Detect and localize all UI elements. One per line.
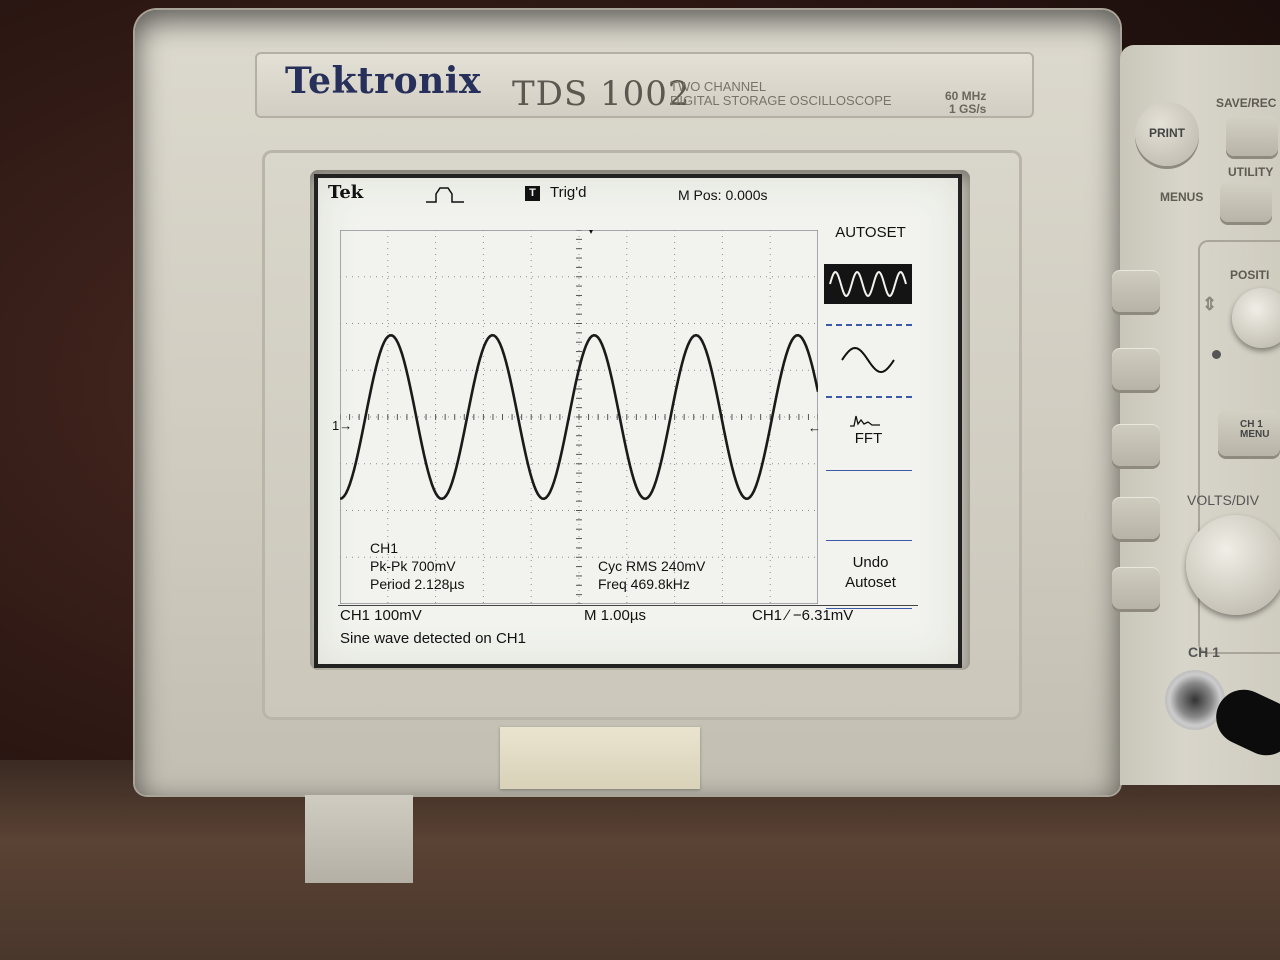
print-label: PRINT [1149,126,1185,140]
utility-label: UTILITY [1228,165,1274,179]
print-button[interactable]: PRINT [1135,102,1199,166]
undo-label-line2: Autoset [845,574,896,591]
menu-button-3[interactable] [1112,424,1160,466]
save-recall-button[interactable] [1226,116,1278,156]
fft-option[interactable]: FFT [824,412,912,458]
m-pos-readout: M Pos: 0.000s [678,187,768,203]
brand-logo: Tektronix [285,60,481,102]
trigger-icon: T [525,186,540,201]
menu-button-1[interactable] [1112,270,1160,312]
menu-button-5[interactable] [1112,567,1160,609]
status-divider [338,605,918,606]
spec-sample-rate: 1 GS/s [948,102,987,116]
fft-spectrum-icon [850,415,880,427]
volts-div-label: VOLTS/DIV [1187,492,1260,508]
volts-div-knob[interactable] [1186,515,1280,615]
acquisition-pulse-icon [426,187,464,203]
menu-separator [826,324,912,326]
menu-button-4[interactable] [1112,497,1160,539]
autoset-menu: AUTOSET FFT Undo Autoset [818,222,923,617]
freq-measurement: Freq 469.8kHz [598,576,690,592]
pk-pk-measurement: Pk-Pk 700mV [370,558,456,574]
position-knob[interactable] [1232,288,1280,348]
menus-label: MENUS [1160,190,1204,204]
menu-separator [826,396,912,398]
cyc-rms-measurement: Cyc RMS 240mV [598,558,706,574]
spec-bandwidth: 60 MHz [945,89,987,103]
model-number: TDS 1002 [512,74,691,114]
ch1-menu-label: CH 1 MENU [1240,420,1269,440]
ch1-marker-label: 1 [332,418,340,433]
utility-button[interactable] [1220,182,1272,222]
ch1-menu-button[interactable]: CH 1 MENU [1218,410,1280,456]
menu-button-2[interactable] [1112,348,1160,390]
position-label: POSITI [1230,268,1270,282]
undo-label-line1: Undo [852,554,889,571]
vertical-section-frame [1198,240,1280,654]
measure-channel: CH1 [370,540,399,556]
brand-strip [255,52,1034,118]
tek-logo: Tek [328,182,364,203]
graticule-grid [340,230,818,604]
period-measurement: Period 2.128µs [370,576,465,592]
menu-separator [826,608,912,609]
multi-cycle-option[interactable] [824,264,912,304]
trigger-readout: CH1 ∕ −6.31mV [752,607,854,624]
model-description: TWO CHANNEL DIGITAL STORAGE OSCILLOSCOPE [670,80,892,108]
fft-label: FFT [854,430,883,447]
center-trigger-arrow-icon [589,230,593,234]
trigger-status: Trig'd [550,184,587,201]
model-desc-line1: TWO CHANNEL [670,79,767,94]
ch1-menu-label-line2: MENU [1240,429,1270,440]
status-message: Sine wave detected on CH1 [340,630,526,647]
menu-separator [826,470,912,471]
oscilloscope-screen: Tek T Trig'd M Pos: 0.000s 1→ ← CH1 Pk-P… [318,178,958,664]
ch1-input-label: CH 1 [1188,644,1220,660]
tilt-foot [305,795,413,883]
position-updown-icon: ⇕ [1202,294,1218,314]
ch1-scale: CH1 100mV [340,607,422,624]
paper-tape [500,727,700,789]
trigger-level-arrow-icon: ← [808,420,821,435]
menu-separator [826,540,912,541]
single-cycle-sine-icon [841,346,895,374]
ch1-marker: 1→ [332,418,353,433]
menu-title: AUTOSET [835,224,906,241]
single-cycle-option[interactable] [824,340,912,380]
indicator-led-icon [1212,350,1221,359]
spec-label: 60 MHz 1 GS/s [945,90,986,116]
save-recall-label: SAVE/REC [1216,96,1277,110]
timebase-scale: M 1.00µs [584,607,646,624]
model-desc-line2: DIGITAL STORAGE OSCILLOSCOPE [670,93,892,108]
ch1-sine-waveform [340,333,818,501]
multi-cycle-sine-icon [829,270,907,298]
waveform-graticule [340,230,818,604]
ch1-menu-label-line1: CH 1 [1240,419,1263,430]
